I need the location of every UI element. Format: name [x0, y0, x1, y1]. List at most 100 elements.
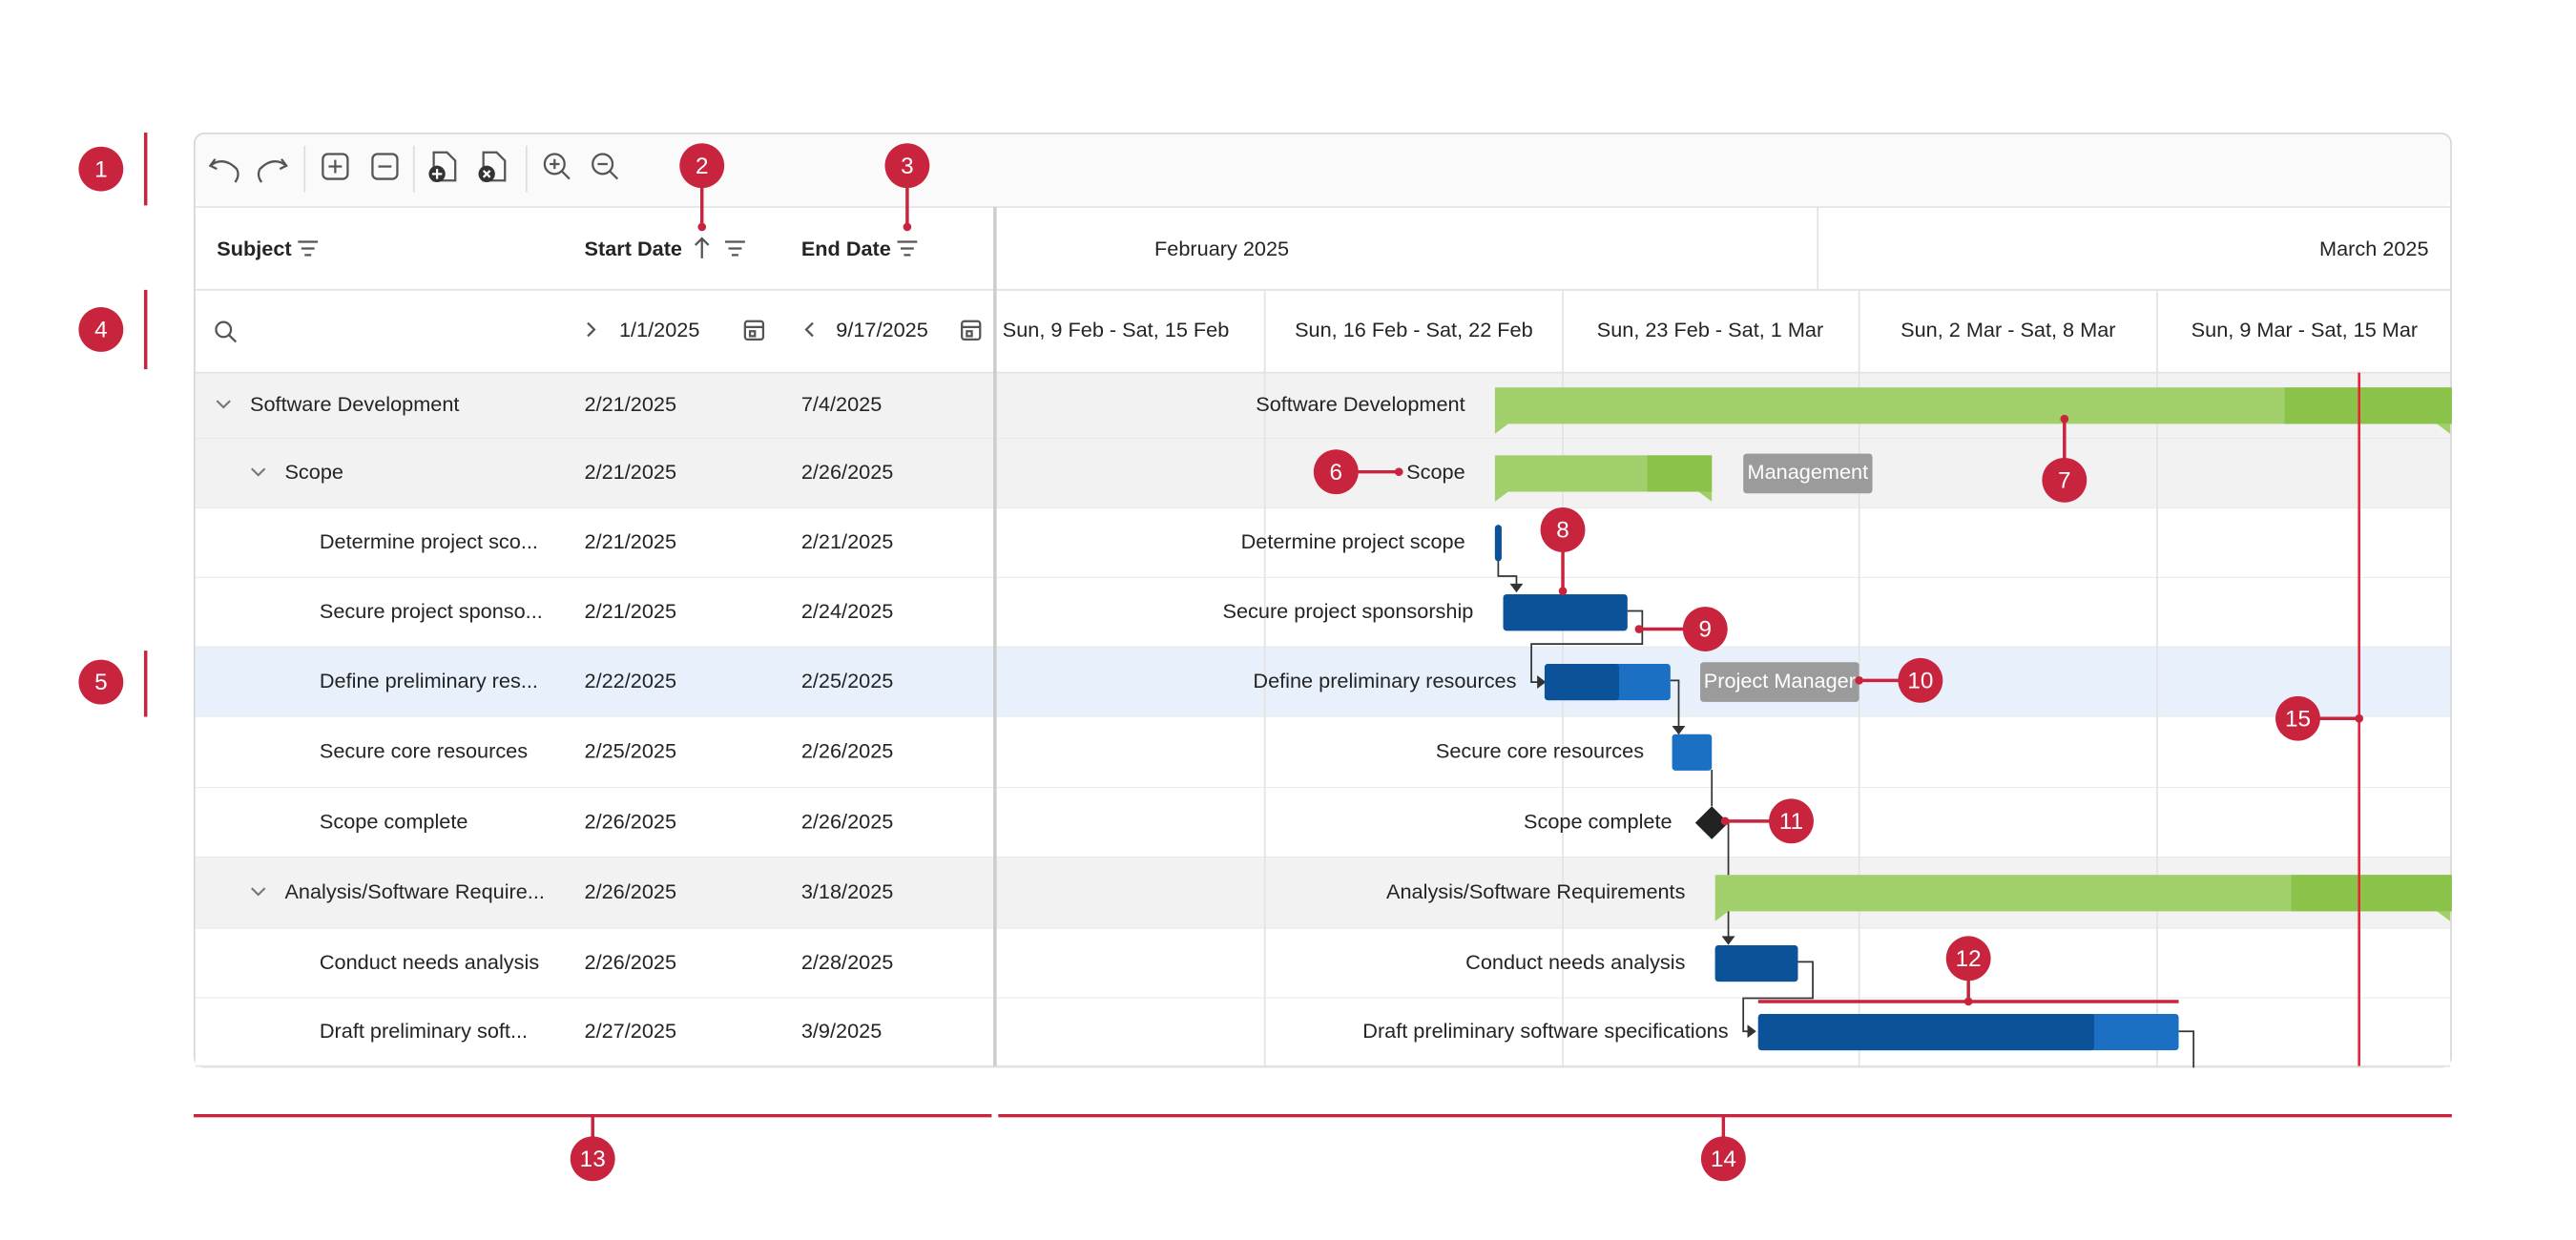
end-date-cell: 2/28/2025: [801, 950, 893, 974]
task-title: Analysis/Software Requirements: [1386, 879, 1686, 903]
callout-number: 2: [696, 154, 709, 179]
callout-dot: [1963, 997, 1973, 1006]
subject-cell: Analysis/Software Require...: [284, 879, 544, 903]
callout-number: 10: [1907, 668, 1933, 693]
callout-dot: [1720, 816, 1730, 826]
callout-badge: [2275, 695, 2320, 741]
callout-badge: [78, 146, 124, 192]
subject-cell: Secure project sponso...: [320, 599, 543, 623]
summary-progress: [2284, 387, 2452, 424]
callout-badge: [1700, 1136, 1746, 1182]
end-date-cell: 2/26/2025: [801, 809, 893, 833]
zoom-in-button[interactable]: [543, 153, 571, 180]
milestone[interactable]: [1694, 806, 1729, 839]
expand-toggle[interactable]: [251, 467, 266, 477]
callout-badge: [679, 143, 725, 189]
task-bar[interactable]: [1672, 734, 1713, 771]
month-label: February 2025: [1154, 237, 1289, 260]
greater-than-icon[interactable]: [587, 321, 596, 338]
start-filter-button[interactable]: [725, 240, 745, 257]
callout-number: 15: [2285, 706, 2311, 732]
callout-dot: [2060, 414, 2069, 424]
start-date-cell: 2/22/2025: [585, 669, 676, 692]
grid-lines: [195, 206, 2451, 1066]
column-header[interactable]: End Date: [801, 237, 891, 260]
task-row[interactable]: [195, 788, 2451, 858]
callout-dot: [1558, 587, 1568, 595]
callout-badge: [78, 307, 124, 352]
start-date-cell: 2/26/2025: [585, 879, 676, 903]
task-row[interactable]: [195, 928, 2451, 999]
subject-cell: Conduct needs analysis: [320, 950, 539, 974]
task-progress: [1494, 525, 1502, 562]
header-icons: [215, 237, 982, 343]
subject-filter-button[interactable]: [298, 240, 319, 257]
sort-ascending-icon[interactable]: [694, 237, 710, 258]
column-header[interactable]: Start Date: [585, 237, 682, 260]
add-task-button[interactable]: [322, 153, 349, 180]
column-header[interactable]: Subject: [217, 237, 291, 260]
end-date-cell: 3/9/2025: [801, 1019, 882, 1043]
task-title: Define preliminary resources: [1253, 669, 1516, 692]
resource-label: Management: [1748, 460, 1869, 484]
task-title: Secure project sponsorship: [1223, 599, 1474, 623]
callout-badge: [884, 143, 930, 189]
callout-number: 12: [1956, 946, 1982, 972]
end-date-cell: 7/4/2025: [801, 392, 882, 416]
summary-progress: [2291, 875, 2452, 912]
callout-number: 9: [1699, 617, 1713, 643]
redo-button[interactable]: [257, 158, 288, 183]
task-row[interactable]: [195, 507, 2451, 578]
less-than-icon[interactable]: [804, 321, 814, 338]
zoom-out-button[interactable]: [592, 153, 619, 180]
week-label: Sun, 23 Feb - Sat, 1 Mar: [1597, 318, 1823, 341]
start-date-cell: 2/21/2025: [585, 392, 676, 416]
start-date-cell: 2/25/2025: [585, 739, 676, 763]
search-icon[interactable]: [215, 320, 238, 343]
task-row[interactable]: [195, 716, 2451, 789]
start-date-cell: 2/27/2025: [585, 1019, 676, 1043]
subject-cell: Software Development: [250, 392, 459, 416]
callout-badge: [570, 1136, 615, 1182]
remove-task-button[interactable]: [371, 153, 399, 180]
expand-toggle[interactable]: [216, 400, 231, 409]
start-calendar-button[interactable]: [743, 320, 765, 341]
callout-dot: [903, 222, 912, 232]
end-filter-button[interactable]: [897, 240, 918, 257]
task-progress: [1544, 663, 1620, 701]
task-title: Software Development: [1256, 392, 1465, 416]
week-label: Sun, 9 Mar - Sat, 15 Mar: [2192, 318, 2418, 341]
start-date-cell: 2/26/2025: [585, 809, 676, 833]
callout-badge: [1898, 657, 1943, 703]
month-label: March 2025: [2319, 237, 2429, 260]
callout-badge: [1945, 936, 1991, 982]
callout-dot: [1394, 467, 1403, 477]
remove-dependency-button[interactable]: [478, 151, 507, 183]
callout-dot: [2355, 713, 2364, 723]
task-progress: [1714, 944, 1798, 982]
week-label: Sun, 2 Mar - Sat, 8 Mar: [1901, 318, 2115, 341]
callout-dot: [1634, 625, 1644, 633]
callout-number: 14: [1711, 1147, 1736, 1172]
week-label: Sun, 9 Feb - Sat, 15 Feb: [1003, 318, 1229, 341]
toolbar: [195, 134, 2451, 208]
end-date-cell: 2/21/2025: [801, 529, 893, 553]
callout-number: 13: [580, 1147, 606, 1172]
end-calendar-button[interactable]: [961, 320, 982, 341]
undo-button[interactable]: [208, 158, 239, 183]
end-date-cell: 2/26/2025: [801, 739, 893, 763]
end-date-cell: 2/26/2025: [801, 460, 893, 484]
callout-badge: [1540, 507, 1586, 552]
task-row[interactable]: [195, 647, 2451, 717]
start-date-cell: 2/21/2025: [585, 529, 676, 553]
subject-cell: Define preliminary res...: [320, 669, 538, 692]
resource-box: [1743, 453, 1873, 494]
add-dependency-button[interactable]: [428, 151, 457, 183]
callout-dot: [697, 222, 707, 232]
task-row[interactable]: [195, 577, 2451, 648]
callout-number: 1: [94, 156, 108, 182]
start-date-cell: 2/21/2025: [585, 599, 676, 623]
expand-toggle[interactable]: [251, 887, 266, 897]
